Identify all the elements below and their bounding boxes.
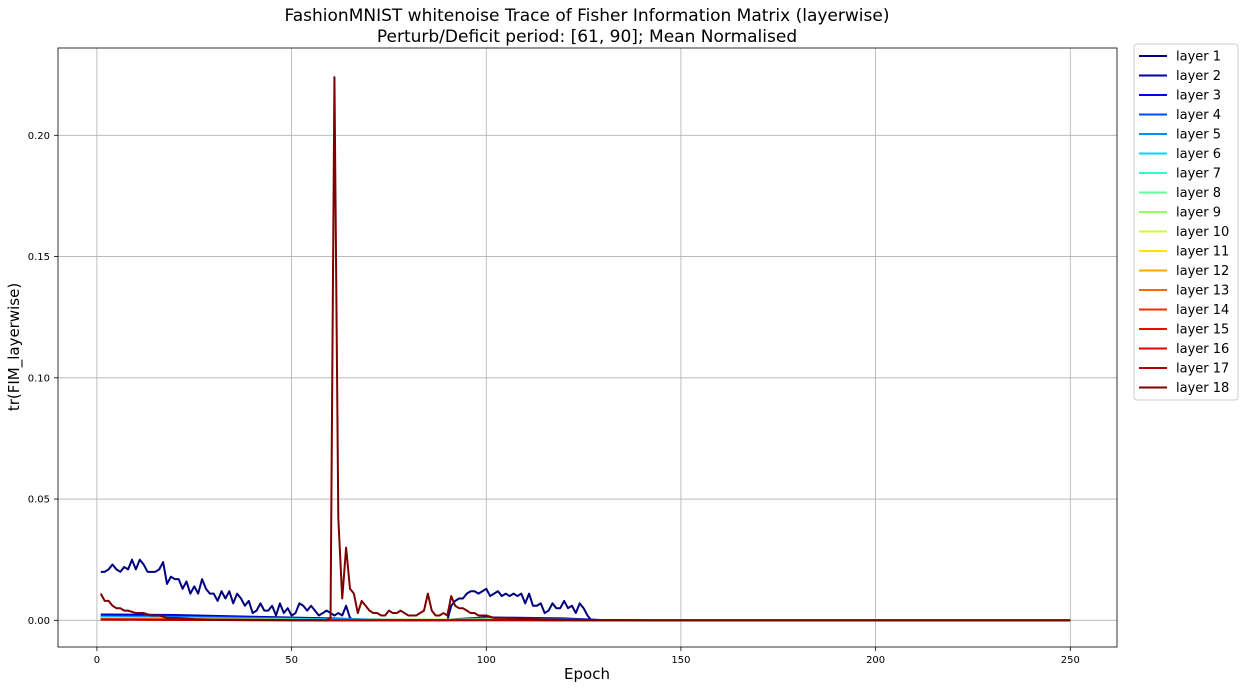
plot-area-frame: [57, 47, 1118, 648]
legend-label-layer-12: layer 12: [1176, 264, 1229, 279]
series-line-layer-1: [100, 558, 1071, 622]
y-tick-label: 0.20: [28, 131, 50, 142]
legend-label-layer-10: layer 10: [1176, 225, 1229, 240]
y-tick-label: 0.05: [28, 495, 50, 506]
legend-label-layer-16: layer 16: [1176, 342, 1229, 357]
legend-label-layer-9: layer 9: [1176, 206, 1221, 221]
axis-ticks: 0 50 100 150 200 250 0.00 0.05 0.10 0.15 0.20: [28, 131, 1080, 666]
y-tick-label: 0.10: [28, 373, 50, 384]
chart-subtitle: Perturb/Deficit period: [61, 90]; Mean N…: [377, 27, 797, 47]
legend-label-layer-18: layer 18: [1176, 381, 1229, 396]
legend-label-layer-4: layer 4: [1176, 108, 1221, 123]
x-tick-label: 200: [866, 655, 885, 666]
series-line-layer-18: [99, 76, 1071, 622]
legend-label-layer-7: layer 7: [1176, 167, 1221, 182]
legend-label-layer-11: layer 11: [1176, 245, 1229, 260]
x-tick-label: 0: [94, 655, 100, 666]
y-tick-label: 0.00: [28, 616, 50, 627]
x-tick-label: 250: [1061, 655, 1080, 666]
series-lines: [99, 76, 1071, 622]
x-tick-label: 50: [285, 655, 298, 666]
legend-label-layer-15: layer 15: [1176, 323, 1229, 338]
legend-label-layer-5: layer 5: [1176, 128, 1221, 143]
x-axis-label: Epoch: [564, 665, 610, 683]
chart-title: FashionMNIST whitenoise Trace of Fisher …: [285, 6, 890, 26]
y-axis-label: tr(FIM_layerwise): [5, 283, 24, 411]
legend-label-layer-8: layer 8: [1176, 186, 1221, 201]
x-tick-label: 150: [671, 655, 690, 666]
legend-label-layer-3: layer 3: [1176, 89, 1221, 104]
legend-label-layer-17: layer 17: [1176, 362, 1229, 377]
legend-label-layer-14: layer 14: [1176, 303, 1229, 318]
legend-label-layer-13: layer 13: [1176, 284, 1229, 299]
legend: layer 1 layer 2 layer 3 layer 4 layer 5 layer…: [1133, 43, 1239, 401]
legend-label-layer-2: layer 2: [1176, 69, 1221, 84]
legend-label-layer-6: layer 6: [1176, 147, 1221, 162]
y-tick-label: 0.15: [28, 252, 50, 263]
legend-label-layer-1: layer 1: [1176, 50, 1221, 65]
x-tick-label: 100: [477, 655, 496, 666]
